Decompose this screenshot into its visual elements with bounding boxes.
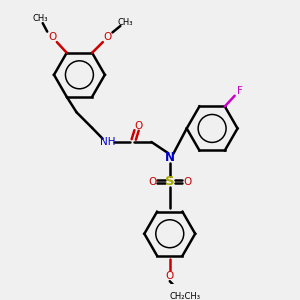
- Text: CH₃: CH₃: [32, 14, 48, 23]
- Text: O: O: [103, 32, 112, 42]
- Text: CH₂CH₃: CH₂CH₃: [170, 292, 201, 300]
- Text: S: S: [165, 175, 175, 188]
- Text: O: O: [166, 271, 174, 281]
- Text: O: O: [134, 122, 142, 131]
- Text: O: O: [148, 176, 156, 187]
- Text: CH₃: CH₃: [118, 18, 133, 27]
- Text: O: O: [183, 176, 191, 187]
- Text: O: O: [48, 32, 56, 42]
- Text: F: F: [237, 86, 242, 96]
- Text: N: N: [165, 151, 175, 164]
- Text: NH: NH: [100, 137, 116, 147]
